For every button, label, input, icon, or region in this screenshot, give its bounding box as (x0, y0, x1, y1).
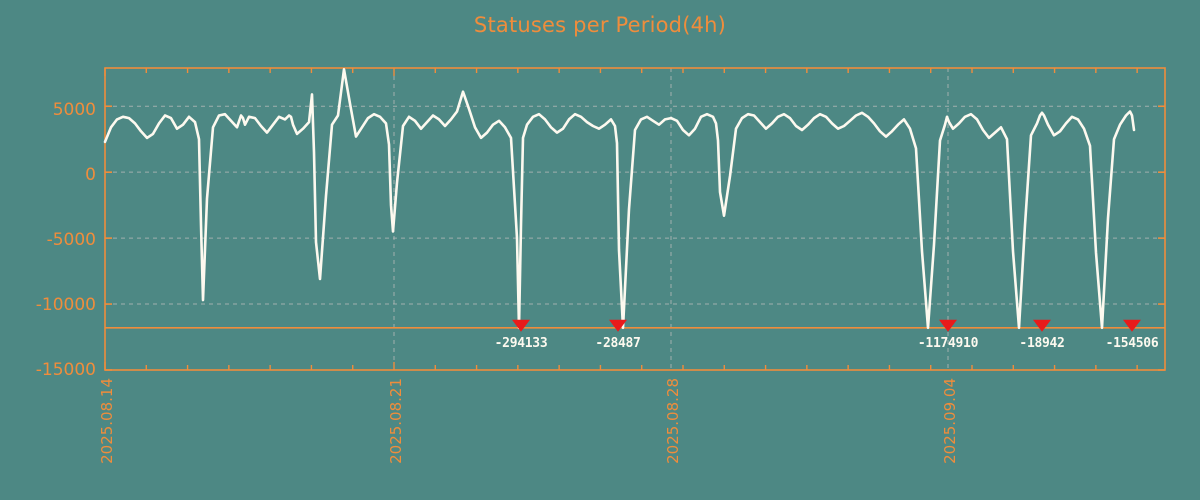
y-tick-label: 0 (85, 165, 96, 185)
y-tick-label: -5000 (46, 230, 96, 250)
annotation-value: -294133 (494, 335, 548, 351)
annotation-value: -1174910 (917, 335, 979, 351)
axis-ticks (104, 68, 1138, 370)
annotation-value: -154506 (1105, 335, 1159, 351)
grid-lines (104, 68, 1165, 371)
plot-frame (104, 67, 1166, 371)
y-tick-label: -10000 (35, 295, 96, 315)
annotation-value: -28487 (595, 335, 641, 351)
chart-title: Statuses per Period(4h) (473, 13, 727, 37)
y-tick-label: 5000 (52, 100, 96, 120)
y-axis-labels: 5000 0 -5000 -10000 -15000 (0, 0, 96, 500)
y-tick-label: -15000 (35, 360, 96, 380)
annotation-markers (512, 319, 1141, 332)
annotation-value: -18942 (1019, 335, 1065, 351)
data-line-series (103, 68, 1136, 330)
